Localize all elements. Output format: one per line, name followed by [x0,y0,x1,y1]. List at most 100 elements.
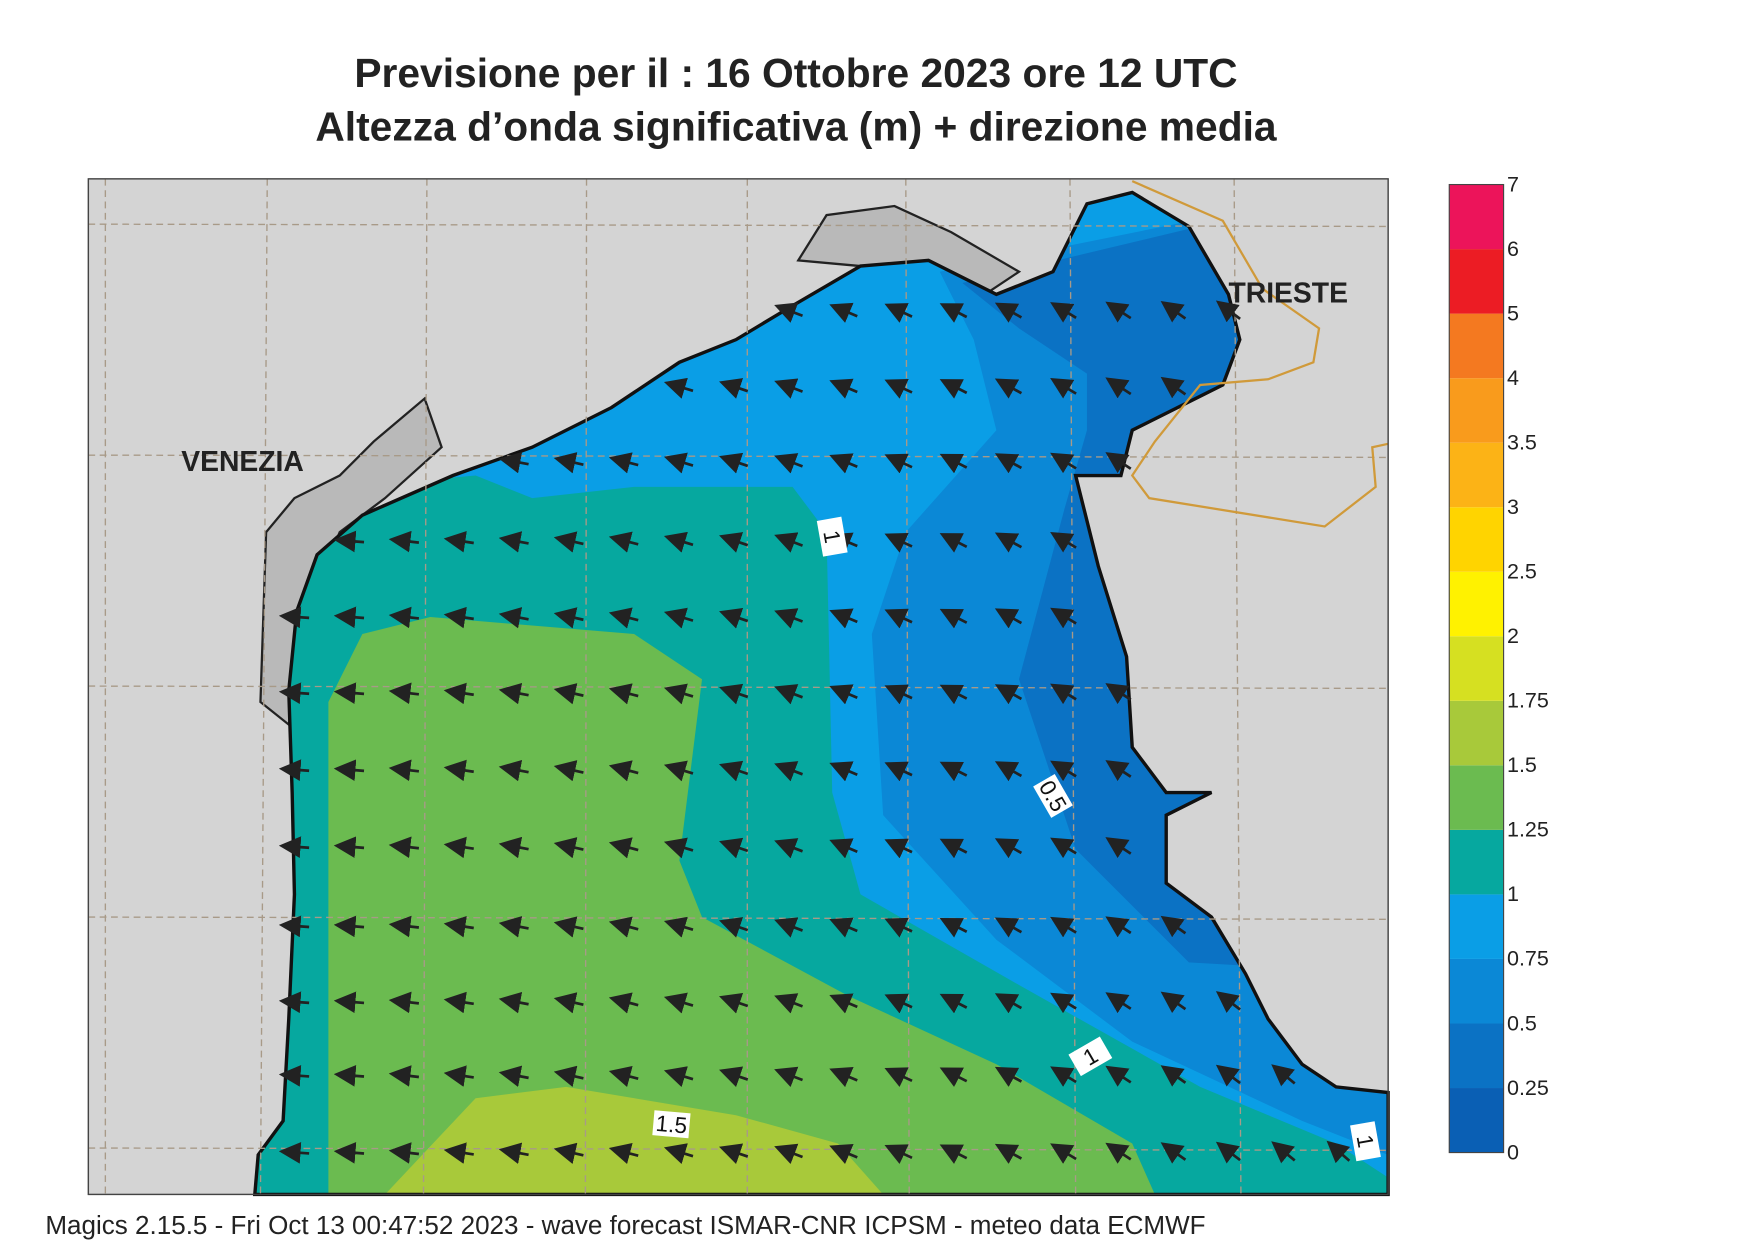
arrow [1326,1140,1351,1164]
colorbar-label: 4 [1507,366,1519,390]
arrow [994,838,1023,859]
contour-label: 1.5 [652,1110,691,1139]
arrow [1215,300,1241,323]
arrow [663,1066,694,1088]
arrow [608,992,639,1014]
arrow [553,992,584,1014]
arrow [774,608,804,629]
place-label: TRIESTE [1228,276,1348,308]
arrow [939,608,968,629]
arrow [719,607,749,629]
colorbar-band [1449,958,1504,1024]
arrow [333,915,365,938]
arrow [443,1065,474,1087]
arrow [719,992,749,1014]
arrow [553,1065,584,1088]
contour-label-text: 1.5 [655,1111,689,1139]
arrow [994,378,1023,399]
arrow [939,684,968,705]
colorbar-label: 7 [1507,172,1519,196]
colorbar-label: 0.75 [1507,947,1549,971]
arrow [443,682,474,705]
arrow [1105,301,1132,323]
arrow [939,379,968,399]
arrow [774,302,804,323]
wave-zone [385,1086,884,1195]
arrow [608,1143,639,1165]
arrow [608,837,639,859]
arrow [333,991,365,1014]
arrow [498,836,529,859]
colorbar: 0 0.25 0.5 0.75 1 1.25 1.5 1.75 2 2.5 3 3.5 4 5 6 7 [1448,172,1549,1164]
arrow [1105,452,1132,474]
arrow [719,452,749,474]
arrow [553,683,584,705]
arrow [829,761,858,782]
arrow [1160,991,1187,1014]
arrow [278,1141,310,1164]
arrow [1050,760,1077,782]
colorbar-label: 1.75 [1507,689,1549,713]
arrow [829,684,858,705]
colorbar-label: 6 [1507,237,1519,261]
arrow [994,302,1023,323]
arrow [774,378,804,399]
colorbar-band [1449,1088,1504,1153]
arrow [608,683,639,705]
arrow [1215,991,1241,1013]
arrow [939,1067,968,1088]
arrow [774,917,804,938]
colorbar-band [1449,636,1504,701]
arrow [278,991,310,1014]
arrow [994,532,1023,553]
arrow [1050,1066,1077,1087]
contour-label-box [1033,774,1073,818]
contour-label-box [652,1110,691,1139]
colorbar-label: 1.25 [1507,818,1549,842]
arrow [829,838,858,859]
colorbar-label: 2 [1507,624,1519,648]
contour-label: 1 [816,516,848,557]
coastline [252,190,1390,1197]
arrow [884,453,913,474]
arrow [719,378,749,399]
arrow [1160,1065,1187,1087]
arrow [994,608,1023,629]
colorbar-band [1449,765,1504,830]
contour-label-box [1350,1121,1381,1162]
arrow [774,838,804,859]
arrow [884,1067,913,1088]
arrow [333,530,365,553]
colorbar-label: 1.5 [1507,753,1537,777]
arrow [719,683,749,705]
arrow [388,1142,420,1164]
arrow [388,530,420,553]
arrow [994,761,1023,782]
arrow [553,916,584,938]
arrow [1105,760,1132,782]
arrow [608,607,639,629]
arrow [1050,683,1077,705]
arrow [884,303,913,323]
arrow [884,1144,913,1165]
arrow [278,836,310,858]
arrow [829,1144,858,1165]
arrow [663,531,694,553]
arrow [719,760,749,782]
contour-label-box [1068,1036,1113,1077]
arrow [498,916,529,938]
arrow [663,1143,694,1165]
title: Previsione per il : 16 Ottobre 2023 ore … [354,50,1237,96]
arrow [663,377,694,399]
arrow [333,1065,365,1087]
arrow [663,607,694,629]
arrow [1050,1143,1077,1164]
arrow [553,607,584,629]
arrow [498,1142,529,1164]
parallel [88,223,1389,228]
arrow [1160,915,1187,938]
contour-label-box [816,516,848,557]
arrow [278,682,310,705]
arrow [553,760,584,782]
